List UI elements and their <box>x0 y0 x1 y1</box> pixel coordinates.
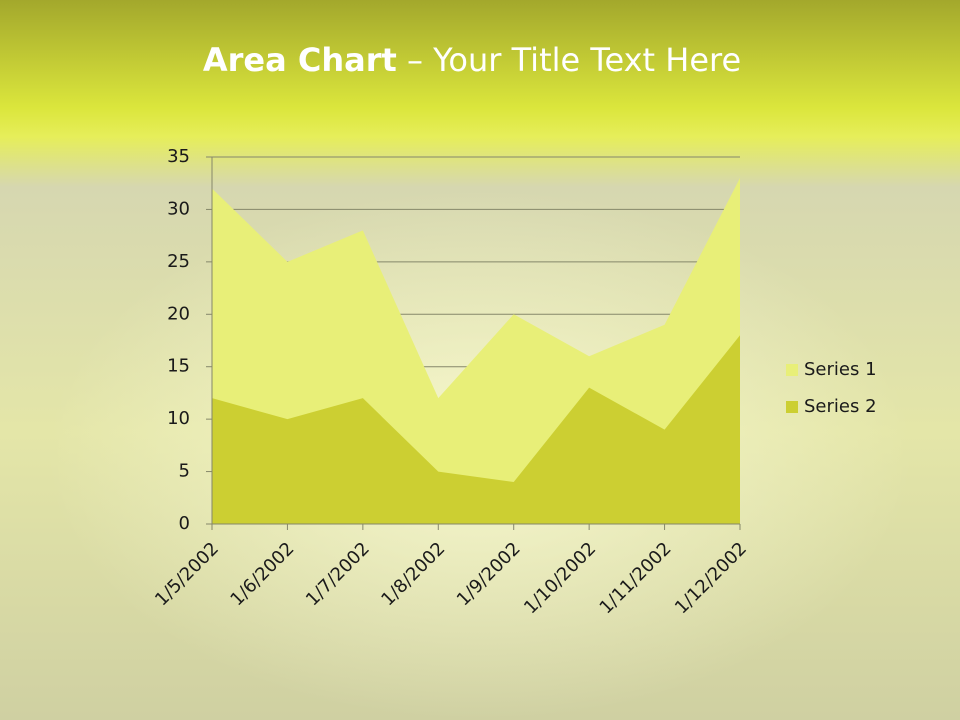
y-tick-label: 20 <box>167 303 190 324</box>
legend-swatch <box>786 401 798 413</box>
y-tick-label: 10 <box>167 408 190 429</box>
slide-title: Area Chart – Your Title Text Here <box>203 41 741 79</box>
title-bold: Area Chart <box>203 41 397 79</box>
y-tick-label: 30 <box>167 198 190 219</box>
legend-label: Series 2 <box>804 396 877 417</box>
y-tick-label: 0 <box>179 513 190 534</box>
area <box>212 335 740 524</box>
y-tick-label: 15 <box>167 356 190 377</box>
legend-swatch <box>786 364 798 376</box>
y-tick-label: 35 <box>167 146 190 167</box>
y-tick-label: 5 <box>179 461 190 482</box>
y-tick-label: 25 <box>167 251 190 272</box>
legend-label: Series 1 <box>804 359 877 380</box>
title-rest: – Your Title Text Here <box>407 41 741 79</box>
